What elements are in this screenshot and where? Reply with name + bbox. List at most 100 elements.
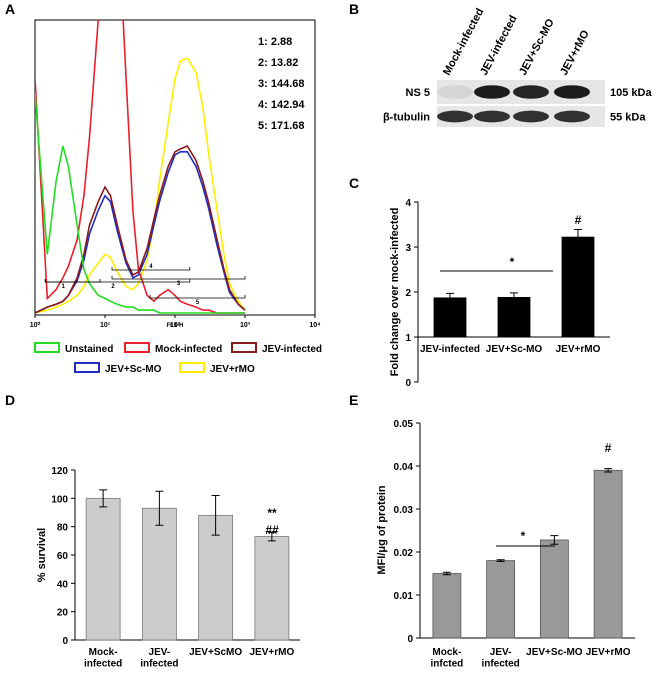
y-axis-label: % survival [36, 528, 48, 582]
y-tick-label: 120 [51, 466, 68, 477]
x-tick-label: Mock-infcted [430, 647, 463, 670]
bar [141, 507, 177, 641]
gate-label: 4 [149, 264, 153, 270]
gate [111, 267, 191, 271]
band [474, 110, 510, 123]
legend-label: JEV+rMO [210, 364, 255, 375]
histogram-line [35, 144, 246, 314]
x-tick-label: JEV-infected [420, 344, 480, 355]
x-tick-label: JEV-infected [481, 647, 519, 670]
legend-label: JEV+Sc-MO [105, 364, 162, 375]
significance-mark: ** [267, 506, 277, 520]
y-axis-label: Fold change over mock-infected [389, 208, 401, 377]
legend-label: Mock-infected [155, 344, 222, 355]
significance-mark: * [521, 529, 526, 543]
y-tick-label: 0.04 [394, 462, 414, 473]
x-tick-label: 10⁴ [309, 322, 321, 329]
gate [44, 279, 191, 283]
lane-label: Mock-infected [441, 6, 486, 77]
band [554, 110, 590, 123]
x-tick-label: Mock-infected [84, 647, 122, 670]
row-label: β-tubulin [383, 112, 430, 124]
y-tick-label: 60 [57, 551, 69, 562]
gate-label: 1 [62, 284, 66, 290]
x-tick-label: JEV+Sc-MO [526, 647, 583, 658]
y-tick-label: 0 [407, 634, 413, 645]
y-tick-label: 80 [57, 523, 69, 534]
error-bar [442, 571, 451, 576]
bar [593, 469, 623, 639]
band [554, 85, 590, 99]
gate-label: 3 [177, 281, 181, 287]
error-bar [267, 531, 276, 542]
legend-swatch [124, 342, 150, 353]
bar [497, 296, 531, 338]
x-tick-label: JEV-infected [140, 647, 178, 670]
gate [149, 295, 246, 299]
gate-statistic: 2: 13.82 [258, 57, 298, 69]
gate-statistic: 3: 144.68 [258, 78, 304, 90]
y-tick-label: 2 [405, 288, 411, 299]
panel-letter: A [5, 1, 15, 17]
bar [486, 560, 516, 639]
significance-mark: * [510, 255, 515, 269]
legend-swatch [231, 342, 257, 353]
y-tick-label: 0.02 [394, 548, 414, 559]
legend-label: JEV-infected [262, 344, 322, 355]
y-tick-label: 1 [405, 333, 411, 344]
bar [561, 236, 595, 338]
histogram-line [35, 57, 246, 314]
y-tick-label: 4 [405, 198, 411, 209]
series-group [35, 20, 246, 314]
panel-letter: D [5, 392, 15, 408]
gate-label: 2 [111, 284, 115, 290]
panel-letter: E [349, 392, 358, 408]
bar [198, 514, 234, 641]
error-bar [446, 292, 454, 303]
legend-swatch [34, 342, 60, 353]
panel-letter: B [349, 1, 359, 17]
y-axis-label: MFI/μg of protein [376, 485, 388, 574]
bar [432, 573, 462, 639]
band [513, 110, 549, 123]
bar [254, 536, 290, 641]
x-tick-label: 10¹ [100, 322, 111, 329]
x-tick-label: JEV+rMO [556, 344, 601, 355]
error-bar [496, 559, 505, 562]
gate-label: 5 [196, 300, 200, 306]
y-tick-label: 100 [51, 494, 68, 505]
error-bar [574, 228, 582, 246]
x-tick-label: JEV+ScMO [189, 647, 242, 658]
row-label: NS 5 [406, 87, 430, 99]
y-tick-label: 0.03 [394, 505, 414, 516]
bar [85, 497, 121, 641]
y-tick-label: 0 [62, 636, 68, 647]
significance-mark: # [605, 441, 612, 455]
legend-label: Unstained [65, 344, 113, 355]
gate [111, 276, 246, 280]
bar [539, 539, 569, 639]
error-bar [510, 292, 518, 303]
size-label: 55 kDa [610, 112, 646, 124]
y-tick-label: 0.01 [394, 591, 414, 602]
size-label: 105 kDa [610, 87, 652, 99]
gate-statistic: 1: 2.88 [258, 36, 292, 48]
histogram-line [35, 93, 245, 314]
panel-letter: C [349, 175, 359, 191]
histogram-line [35, 151, 246, 314]
x-tick-label: JEV+rMO [586, 647, 631, 658]
bar [433, 297, 467, 338]
y-tick-label: 0.05 [394, 419, 414, 430]
lane-label: JEV+Sc-MO [517, 17, 557, 78]
legend-swatch [74, 362, 100, 373]
x-tick-label: 10⁰ [30, 321, 41, 329]
lane-label: JEV-infected [478, 13, 520, 77]
error-bar [155, 490, 164, 526]
gate-statistic: 4: 142.94 [258, 99, 305, 111]
band [437, 85, 473, 99]
band [474, 85, 510, 99]
error-bar [604, 468, 613, 473]
gate-statistic: 5: 171.68 [258, 120, 304, 132]
significance-mark: ## [265, 523, 279, 537]
